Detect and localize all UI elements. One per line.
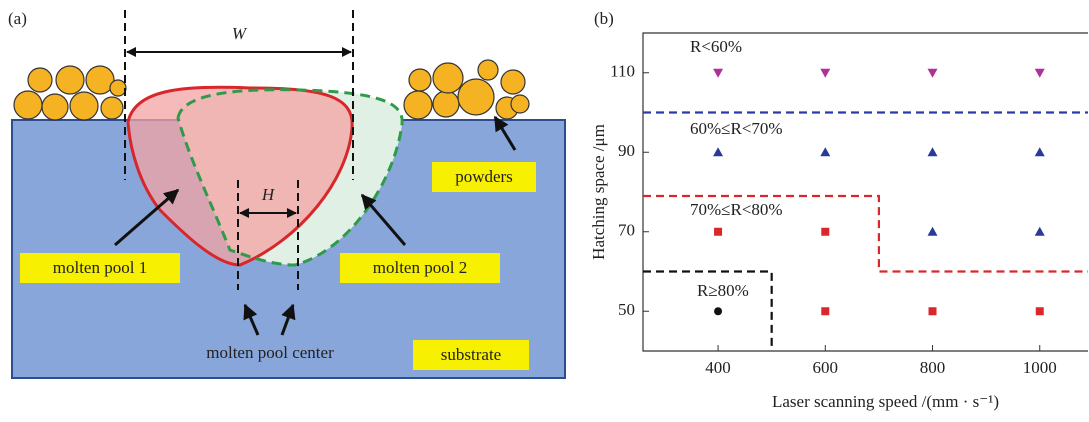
pool1-label: molten pool 1 — [53, 258, 147, 277]
y-tick-label: 50 — [618, 300, 635, 319]
region-label: 60%≤R<70% — [690, 119, 783, 138]
point — [713, 147, 723, 156]
point — [714, 307, 722, 315]
point — [714, 228, 722, 236]
y-tick-label: 90 — [618, 141, 635, 160]
point — [928, 227, 938, 236]
point — [1035, 147, 1045, 156]
point — [821, 228, 829, 236]
center-label: molten pool center — [206, 343, 334, 362]
panel-a: (a) W H powders molten — [8, 9, 565, 378]
point — [1035, 69, 1045, 78]
x-tick-label: 800 — [920, 358, 946, 377]
axes — [643, 33, 1088, 351]
point — [1036, 307, 1044, 315]
y-tick-label: 110 — [610, 62, 635, 81]
y-tick-label: 70 — [618, 221, 635, 240]
powders-left — [14, 66, 126, 120]
pool2-label: molten pool 2 — [373, 258, 467, 277]
x-tick-label: 600 — [813, 358, 839, 377]
panel-label: (a) — [8, 9, 27, 28]
x-axis-label: Laser scanning speed /(mm · s⁻¹) — [772, 392, 999, 411]
panel-label: (b) — [594, 9, 614, 28]
point — [928, 147, 938, 156]
substrate-label: substrate — [441, 345, 501, 364]
panel-b: (b) 400 600 800 1000 50 70 90 110 Laser scanning… — [589, 9, 1088, 411]
x-tick-label: 400 — [705, 358, 731, 377]
y-axis-label: Hatching space /μm — [589, 124, 608, 260]
point — [713, 69, 723, 78]
point — [820, 69, 830, 78]
region-label: R<60% — [690, 37, 742, 56]
w-label: W — [232, 24, 248, 43]
powders-right — [404, 60, 529, 119]
point — [821, 307, 829, 315]
powders-label: powders — [455, 167, 513, 186]
point — [820, 147, 830, 156]
figure: (a) W H powders molten — [0, 0, 1089, 417]
point — [928, 69, 938, 78]
h-label: H — [261, 185, 276, 204]
region-label: R≥80% — [697, 281, 749, 300]
point — [929, 307, 937, 315]
point — [1035, 227, 1045, 236]
region-label: 70%≤R<80% — [690, 200, 783, 219]
x-tick-label: 1000 — [1023, 358, 1057, 377]
